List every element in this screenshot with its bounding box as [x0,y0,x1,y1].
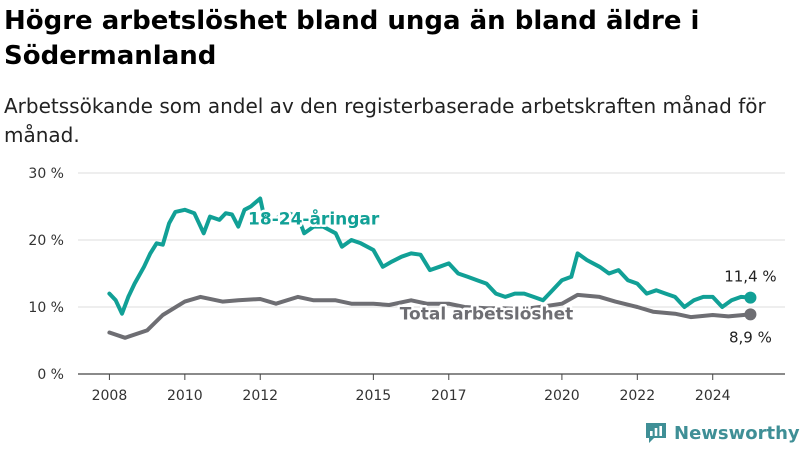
total-series-label: Total arbetslöshet [400,305,574,325]
total-series-end-point [744,308,757,321]
total-series-line [107,292,753,340]
chart-title: Högre arbetslöshet bland unga än bland ä… [4,6,700,71]
total-end-label: 8,9 % [729,328,772,346]
x-tick-label: 2024 [695,388,731,404]
brand-name: Newsworthy [674,422,800,444]
series-layer [107,196,757,340]
grid-layer [78,172,785,380]
newsworthy-logo-icon [646,423,666,443]
x-tick-label: 2008 [92,388,128,404]
y-tick-label: 20 % [28,233,64,249]
x-tick-label: 2010 [167,388,203,404]
young-series-line [107,196,753,316]
x-tick-label: 2020 [544,388,580,404]
chart-subtitle: Arbetssökande som andel av den registerb… [4,94,766,147]
line-chart: 30 % 20 % 10 % 0 % 2008 2010 2012 2015 2017 2020 2… [28,166,785,404]
x-tick-label: 2022 [619,388,655,404]
young-end-label: 11,4 % [724,268,776,286]
y-tick-label: 30 % [28,166,64,182]
x-tick-label: 2012 [242,388,278,404]
y-tick-label: 0 % [37,367,64,383]
brand: Newsworthy [644,419,800,447]
x-tick-label: 2015 [356,388,392,404]
label-layer: 30 % 20 % 10 % 0 % 2008 2010 2012 2015 2017 2020 2… [28,166,776,404]
y-tick-label: 10 % [28,300,64,316]
x-tick-label: 2017 [431,388,467,404]
young-series-end-point [744,291,757,304]
young-series-label: 18-24-åringar [248,208,380,230]
